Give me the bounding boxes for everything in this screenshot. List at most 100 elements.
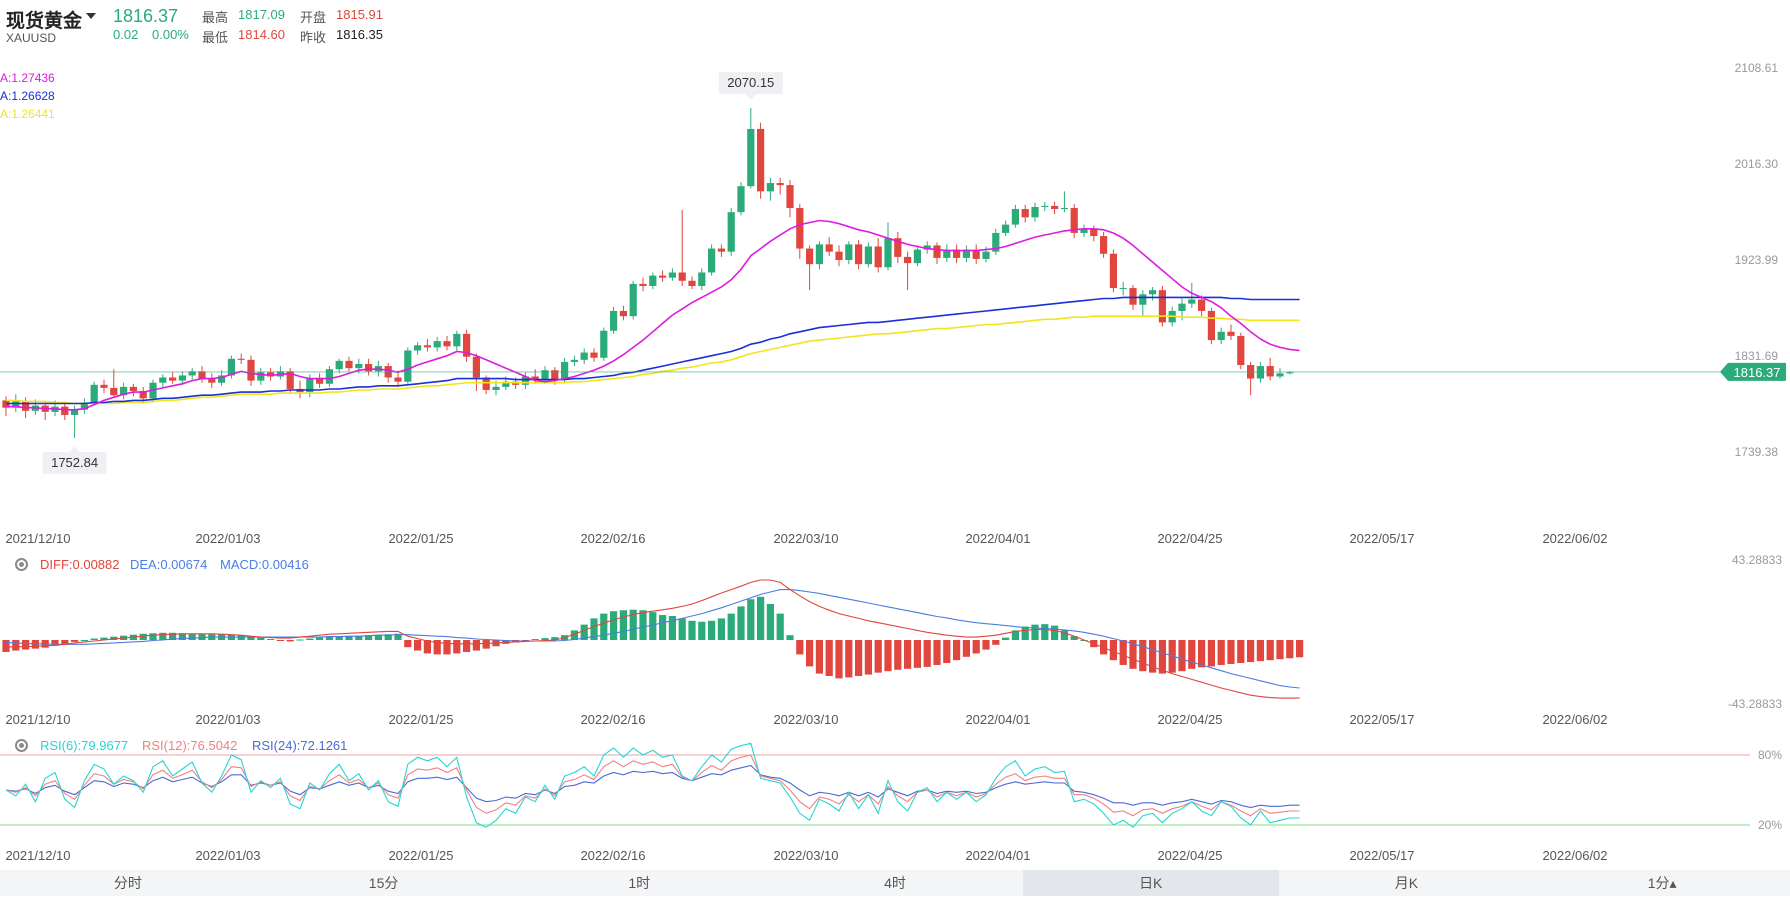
candle-body [1002, 224, 1010, 233]
macd-hist-bar [1286, 640, 1294, 659]
candle-body [747, 128, 755, 187]
candle-body [198, 371, 206, 379]
candle-body [492, 386, 500, 390]
current-price-tag-text: 1816.37 [1734, 365, 1781, 380]
macd-hist-bar [639, 610, 647, 640]
candle-body [639, 283, 647, 286]
price-date-label: 2021/12/10 [5, 531, 70, 546]
rsi-date-label: 2022/04/01 [965, 848, 1030, 863]
symbol-dropdown-caret-icon[interactable] [86, 13, 96, 19]
candle-body [521, 376, 529, 385]
candle-body [286, 371, 294, 389]
tab-monthly[interactable]: 月K [1394, 875, 1419, 891]
candle-body [414, 345, 422, 351]
macd-hist-bar [384, 634, 392, 640]
candle-body [1060, 207, 1068, 210]
macd-hist-bar [923, 640, 931, 667]
candle-body [815, 244, 823, 265]
macd-hist-bar [374, 634, 382, 640]
candle-body [1031, 206, 1039, 218]
macd-hist-bar [433, 640, 441, 655]
macd-date-label: 2022/01/25 [388, 712, 453, 727]
candle-body [649, 275, 657, 286]
macd-hist-bar [482, 640, 490, 649]
candle-body [208, 378, 216, 383]
rsi-date-label: 2021/12/10 [5, 848, 70, 863]
macd-hist-bar [570, 630, 578, 640]
candle-body [894, 238, 902, 257]
macd-hist-bar [325, 636, 333, 640]
macd-hist-bar [404, 640, 412, 648]
candle-body [80, 402, 88, 410]
candle-body [1011, 209, 1019, 225]
min-price-annotation-box [42, 452, 107, 475]
macd-hist-bar [316, 637, 324, 640]
candle-body [218, 375, 226, 383]
candle-body [541, 370, 549, 380]
macd-hist-bar [90, 638, 98, 640]
tab-15min[interactable]: 15分 [368, 875, 399, 891]
macd-date-label: 2022/04/01 [965, 712, 1030, 727]
candle-body [531, 376, 539, 380]
candle-body [688, 280, 696, 286]
macd-hist-bar [345, 636, 353, 640]
chart-canvas[interactable]: 2108.61 2016.30 1923.99 1831.69 1739.38 1816.… [0, 0, 1790, 870]
macd-hist-bar [453, 640, 461, 654]
macd-hist-bar [855, 640, 863, 676]
macd-hist-bar [296, 639, 304, 641]
high-value: 1817.09 [238, 7, 285, 22]
candle-body [1276, 373, 1284, 377]
macd-hist-bar [1031, 624, 1039, 640]
candle-body [1139, 294, 1147, 305]
price-date-label: 2022/05/17 [1349, 531, 1414, 546]
macd-hist-bar [149, 633, 157, 640]
tab-1min-menu[interactable]: 1分▴ [1647, 875, 1677, 891]
candle-body [992, 232, 1000, 252]
tab-4hour[interactable]: 4时 [884, 875, 906, 891]
rsi-date-label: 2022/01/25 [388, 848, 453, 863]
macd-hist-bar [649, 612, 657, 640]
candle-body [766, 183, 774, 192]
candle-body [727, 212, 735, 252]
macd-hist-bar [1227, 640, 1235, 664]
macd-hist-bar [953, 640, 961, 661]
candle-body [1051, 205, 1059, 210]
tab-1hour[interactable]: 1时 [628, 875, 651, 891]
rsi-settings-gear-icon[interactable] [15, 739, 28, 752]
candle-body [972, 249, 980, 259]
max-price-annotation-box [718, 71, 783, 94]
macd-hist-bar [71, 640, 79, 642]
candle-body [962, 249, 970, 258]
tab-timeshare[interactable]: 分时 [113, 875, 142, 891]
macd-hist-bar [1296, 640, 1304, 658]
macd-hist-bar [1247, 640, 1255, 663]
macd-hist-bar [894, 640, 902, 670]
candle-body [90, 384, 98, 403]
macd-hist-bar [1256, 640, 1264, 662]
candle-body [806, 248, 814, 265]
macd-axis-bottom: -43.28833 [1728, 697, 1782, 711]
candle-body [1266, 366, 1274, 377]
candle-body [365, 363, 373, 372]
macd-hist-bar [933, 640, 941, 665]
symbol-name[interactable]: 现货黄金 [6, 11, 83, 32]
price-date-label: 2022/06/02 [1542, 531, 1607, 546]
candle-body [100, 384, 108, 388]
macd-hist-bar [365, 635, 373, 640]
macd-hist-bar [1207, 640, 1215, 667]
ma-label-2: A:1.26628 [0, 89, 55, 103]
candle-body [325, 369, 333, 384]
candle-body [482, 377, 490, 390]
quote-header: 现货黄金 XAUUSD 1816.37 0.02 0.00% 最高 1817.0… [0, 0, 1790, 50]
macd-hist-bar [198, 633, 206, 640]
candle-body [71, 409, 79, 415]
macd-hist-bar [796, 640, 804, 655]
macd-settings-gear-icon[interactable] [15, 558, 28, 571]
candle-body [884, 238, 892, 268]
tab-daily[interactable]: 日K [1022, 870, 1279, 896]
candle-body [394, 377, 402, 382]
candle-body [825, 244, 833, 252]
macd-date-label: 2022/02/16 [580, 712, 645, 727]
candle-body [796, 207, 804, 249]
candle-body [1178, 303, 1186, 311]
